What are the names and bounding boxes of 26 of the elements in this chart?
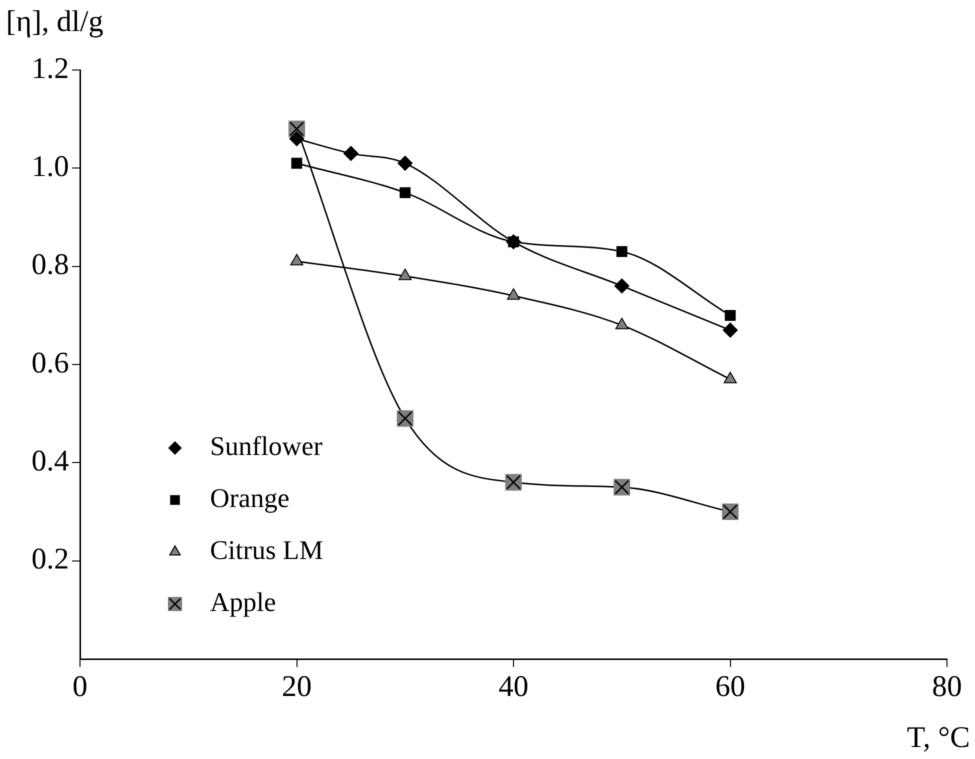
y-tick-label: 0.6 (32, 346, 69, 380)
y-axis-title: [η], dl/g (6, 4, 104, 38)
point (614, 278, 630, 294)
legend-label: Sunflower (210, 431, 322, 462)
point (400, 187, 411, 198)
x-axis-title: T, °C (906, 720, 970, 754)
x-tick-label: 80 (932, 670, 962, 703)
legend-label: Citrus LM (210, 535, 324, 566)
x-tick-label: 40 (498, 670, 528, 703)
point (724, 310, 736, 321)
x-tick-label: 60 (715, 670, 746, 703)
point (343, 146, 358, 161)
y-tick-label: 0.8 (32, 248, 69, 282)
y-tick-label: 1.0 (32, 150, 69, 184)
point (398, 156, 413, 171)
point (616, 246, 628, 258)
legend-label: Orange (210, 483, 290, 514)
x-tick-label: 20 (282, 670, 312, 703)
y-tick-label: 0.4 (32, 444, 69, 478)
point (289, 131, 304, 146)
legend-label: Apple (210, 587, 276, 618)
x-tick-label: 0 (72, 670, 88, 703)
point (291, 158, 302, 169)
y-tick-label: 1.2 (32, 52, 69, 85)
point (722, 322, 738, 338)
y-tick-label: 0.2 (32, 542, 69, 576)
